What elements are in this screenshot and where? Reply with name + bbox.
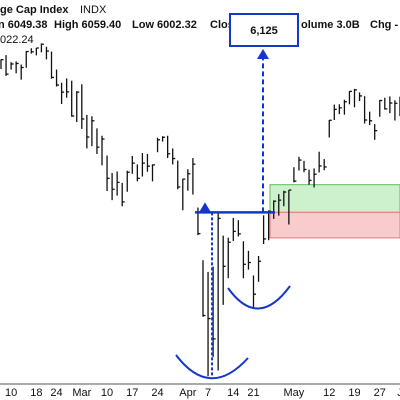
x-tick-label: 19 <box>348 387 360 399</box>
price-label: 022.24 <box>0 34 34 46</box>
x-tick-label: Apr <box>179 387 196 399</box>
cup-arc <box>175 354 249 380</box>
x-tick-label: 27 <box>374 387 386 399</box>
x-tick-label: Mar <box>72 387 91 399</box>
x-tick-label: 10 <box>5 387 17 399</box>
header-stat: Chg - <box>370 19 398 31</box>
x-tick-label: J <box>397 387 400 399</box>
header-stat: Clos <box>210 19 234 31</box>
cup-arc <box>227 285 291 310</box>
header-stat: Low 6002.32 <box>132 19 197 31</box>
header-stat: n 6049.38 <box>0 19 48 31</box>
x-tick-label: 12 <box>323 387 335 399</box>
red-zone <box>269 211 400 239</box>
x-tick-label: 24 <box>50 387 62 399</box>
header-title: ge Cap Index <box>0 4 69 16</box>
arrow-head <box>257 49 269 60</box>
x-tick-label: 17 <box>126 387 138 399</box>
target-label: 6,125 <box>250 25 278 37</box>
neckline-marker <box>199 202 211 213</box>
green-zone <box>269 184 400 213</box>
x-tick-label: 7 <box>205 387 211 399</box>
x-tick-label: 24 <box>151 387 163 399</box>
header-stat: High 6059.40 <box>54 19 121 31</box>
target-box <box>229 13 299 47</box>
x-tick-label: May <box>284 387 305 399</box>
x-tick-label: 21 <box>247 387 259 399</box>
x-tick-label: 18 <box>30 387 42 399</box>
x-tick-label: 10 <box>101 387 113 399</box>
x-tick-label: 14 <box>227 387 239 399</box>
header-stat: olume 3.0B <box>301 19 360 31</box>
header-symbol: INDX <box>80 4 107 16</box>
